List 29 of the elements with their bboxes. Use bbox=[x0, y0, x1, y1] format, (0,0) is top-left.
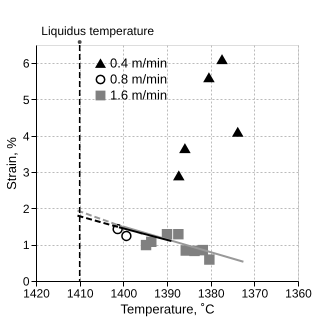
y-tick-label: 0 bbox=[22, 274, 30, 288]
x-axis-title: Temperature, ˚C bbox=[120, 302, 214, 316]
x-tick-label: 1410 bbox=[66, 286, 94, 300]
y-tick-label: 5 bbox=[22, 92, 30, 107]
ref-line-label: Liquidus temperature bbox=[41, 24, 154, 38]
legend-label: 0.8 m/min bbox=[110, 72, 168, 86]
y-tick-label: 3 bbox=[22, 166, 30, 180]
point bbox=[146, 236, 156, 248]
y-tick-label: 4 bbox=[22, 129, 30, 144]
point bbox=[180, 144, 190, 154]
x-tick-label: 1390 bbox=[154, 286, 182, 300]
point bbox=[121, 230, 132, 242]
x-tick-label: 1360 bbox=[285, 286, 312, 300]
legend-label: 1.6 m/min bbox=[110, 88, 168, 102]
point bbox=[173, 228, 184, 240]
y-axis-title: Strain, % bbox=[4, 136, 19, 190]
legend-label: 0.4 m/min bbox=[110, 56, 168, 70]
point bbox=[232, 128, 243, 137]
y-tick-label: 6 bbox=[22, 56, 30, 71]
x-tick-label: 1370 bbox=[241, 286, 269, 300]
point bbox=[174, 171, 184, 180]
point bbox=[204, 254, 215, 265]
x-tick-label: 1420 bbox=[23, 286, 50, 300]
x-tick-label: 1380 bbox=[198, 286, 225, 300]
y-tick-label: 1 bbox=[22, 238, 30, 252]
point bbox=[216, 54, 228, 64]
y-tick-label: 2 bbox=[22, 202, 30, 216]
point bbox=[204, 73, 214, 82]
x-tick-label: 1400 bbox=[110, 286, 138, 300]
